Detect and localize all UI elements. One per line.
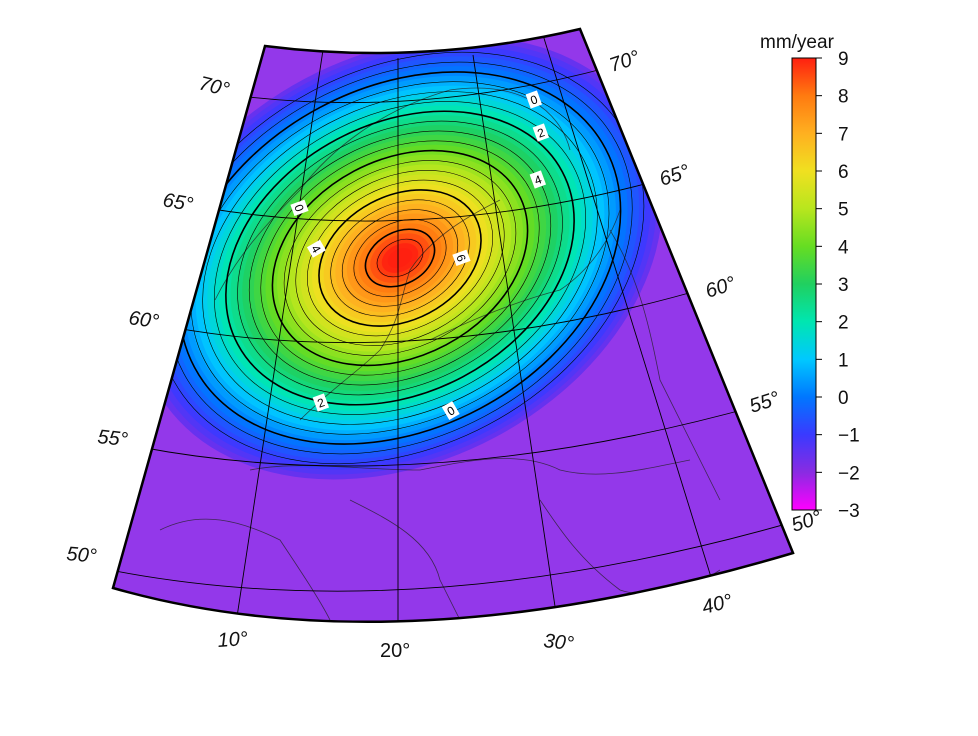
meridian-40: [542, 34, 716, 591]
contour-line: [260, 140, 540, 376]
lon-label-20: 20°: [380, 640, 410, 662]
lat-label-left-55: 55°: [96, 426, 128, 451]
colorbar-tick-label: 3: [838, 275, 849, 296]
lon-label-10: 10°: [217, 628, 249, 652]
lon-label-30: 30°: [542, 630, 574, 655]
colorbar-tick-label: 8: [838, 87, 849, 108]
contour-line: [318, 189, 482, 327]
contour-line: [341, 209, 459, 307]
colorbar-tick-label: 4: [838, 237, 849, 258]
contour-line: [237, 120, 563, 396]
colorbar-tick-label: −1: [838, 426, 860, 447]
lat-label-right-50: 50°: [789, 506, 825, 536]
contour-value-label: 2: [532, 123, 550, 142]
meridian-10: [234, 49, 324, 622]
sweden-coast: [299, 199, 501, 421]
lat-label-right-60: 60°: [703, 272, 739, 302]
colorbar-tick-label: 7: [838, 124, 849, 145]
parallel-50: [113, 519, 793, 592]
contour-line: [214, 101, 586, 415]
contour-line: [353, 219, 447, 297]
parallel-70: [239, 66, 611, 104]
parallel-60: [169, 286, 711, 344]
meridian-30: [472, 54, 561, 622]
lon-label-40: 40°: [700, 590, 735, 619]
contour-value-label: 0: [525, 90, 543, 109]
border-russia: [609, 229, 721, 501]
contour-value-label: 6: [452, 249, 471, 267]
lat-label-left-60: 60°: [127, 307, 160, 333]
colorbar-tick-label: 2: [838, 313, 849, 334]
colorbar-tick-label: −2: [838, 463, 860, 484]
contour-line: [225, 110, 575, 406]
contour-labels: 0 2 4 0 4 6 2 0: [290, 90, 550, 421]
graticule: [113, 34, 793, 622]
svg-text:4: 4: [532, 172, 543, 188]
contour-line: [202, 91, 598, 425]
colorbar-tick-label: 6: [838, 162, 849, 183]
colorbar-tick-label: 0: [838, 388, 849, 409]
contour-value-label: 2: [312, 393, 330, 412]
contour-line: [283, 160, 517, 356]
uplift-band: [387, 247, 413, 269]
map-frame: [111, 27, 795, 624]
lat-label-right-65: 65°: [657, 160, 693, 190]
contour-value-label: 0: [290, 199, 309, 217]
colorbar-tick-label: 5: [838, 200, 849, 221]
colorbar-tick-label: 9: [838, 49, 849, 70]
svg-text:2: 2: [535, 125, 546, 141]
colorbar-ramp: [791, 57, 817, 511]
parallel-65: [199, 179, 661, 222]
colorbar: mm/year 9 8 7 6 5 4 3 2 1 0 −1 −2 −3: [760, 32, 860, 522]
svg-text:6: 6: [453, 252, 469, 263]
lat-label-left-65: 65°: [161, 189, 195, 216]
contour-line: [376, 238, 424, 278]
contour-line: [364, 228, 436, 288]
svg-text:0: 0: [291, 202, 307, 213]
contour-line: [271, 149, 529, 367]
border-germany: [159, 518, 331, 621]
lat-label-left-50: 50°: [66, 543, 98, 568]
contour-value-label: 0: [441, 401, 460, 421]
colorbar-tick-label: −3: [838, 501, 860, 522]
contour-line: [190, 81, 610, 435]
lat-label-left-70: 70°: [197, 73, 232, 102]
contour-line: [295, 170, 505, 346]
contour-line: [307, 179, 493, 337]
contour-value-label: 4: [529, 170, 547, 189]
svg-text:0: 0: [528, 92, 539, 108]
lat-label-right-70: 70°: [607, 46, 643, 76]
finland-coast: [429, 209, 621, 341]
uplift-field: [137, 36, 663, 480]
lat-label-right-55: 55°: [747, 387, 783, 417]
contour-line: [330, 199, 470, 317]
colorbar-tick-label: 1: [838, 350, 849, 371]
colorbar-unit: mm/year: [760, 32, 835, 53]
svg-text:2: 2: [315, 395, 326, 411]
contour-value-label: 4: [306, 239, 326, 258]
contour-line: [178, 71, 622, 445]
